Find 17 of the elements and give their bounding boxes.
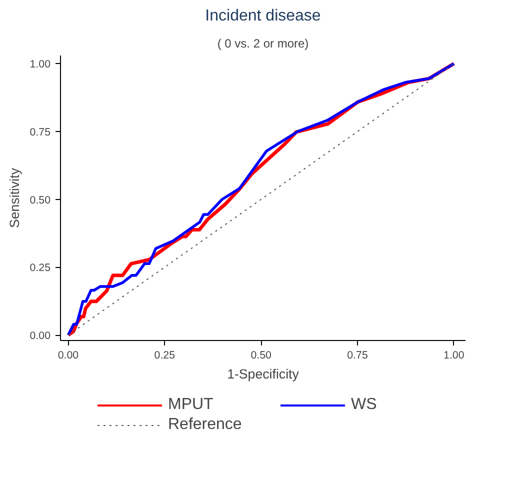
x-tick-label: 0.25 <box>154 350 176 362</box>
y-tick-label: 0.00 <box>30 330 51 342</box>
legend-label: WS <box>351 396 378 414</box>
x-tick-label: 0.00 <box>58 350 79 362</box>
legend-label: Reference <box>168 416 243 434</box>
legend-label: MPUT <box>168 396 214 414</box>
y-tick-label: 0.50 <box>30 194 51 206</box>
y-tick-label: 0.25 <box>30 262 51 274</box>
x-tick-label: 1.00 <box>444 350 464 362</box>
chart-subtitle: ( 0 vs. 2 or more) <box>217 36 309 50</box>
y-axis-title: Sensitivity <box>6 168 22 228</box>
x-tick-label: 0.50 <box>250 350 272 362</box>
x-tick-label: 0.75 <box>347 350 368 362</box>
x-axis-title: 1-Specificity <box>227 366 300 382</box>
chart-title: Incident disease <box>205 8 321 24</box>
y-tick-label: 0.75 <box>30 126 51 138</box>
y-tick-label: 1.00 <box>30 58 51 71</box>
